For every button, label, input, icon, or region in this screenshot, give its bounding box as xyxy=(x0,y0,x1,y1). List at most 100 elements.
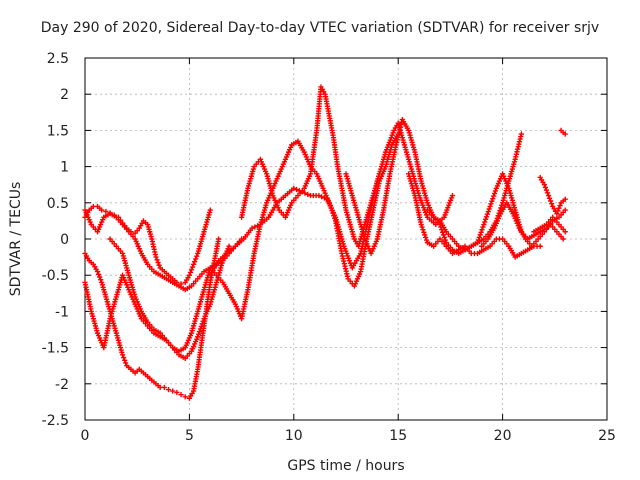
data-point xyxy=(438,224,444,230)
data-point xyxy=(252,224,258,230)
data-point xyxy=(481,221,487,228)
data-point xyxy=(482,219,488,225)
data-point xyxy=(291,185,297,191)
y-tick-label: -1.5 xyxy=(42,341,69,357)
data-point xyxy=(95,271,102,277)
data-point xyxy=(327,202,333,208)
y-tick-label: 0 xyxy=(60,232,69,248)
data-point xyxy=(305,191,311,197)
data-point xyxy=(192,259,198,265)
data-point xyxy=(554,211,560,217)
data-point xyxy=(188,267,195,273)
y-tick-label: 0.5 xyxy=(47,196,69,212)
data-point xyxy=(174,389,180,396)
data-point xyxy=(475,237,482,243)
data-point xyxy=(518,131,524,137)
data-point xyxy=(207,207,213,213)
x-tick-label: 10 xyxy=(285,428,303,444)
data-point xyxy=(423,237,430,243)
data-point xyxy=(155,259,161,266)
data-point xyxy=(199,321,205,327)
data-point xyxy=(449,192,456,199)
data-point xyxy=(542,184,549,191)
data-point xyxy=(376,171,383,177)
y-tick-label: -0.5 xyxy=(42,268,69,284)
y-tick-label: -2 xyxy=(55,377,69,393)
data-point xyxy=(555,208,561,214)
data-point xyxy=(474,240,481,246)
data-point xyxy=(329,207,335,214)
data-point xyxy=(97,274,103,280)
data-point xyxy=(423,234,429,241)
data-point xyxy=(419,224,425,230)
data-point xyxy=(484,211,490,217)
data-point xyxy=(421,229,427,235)
data-point xyxy=(189,264,196,270)
data-point xyxy=(491,193,497,199)
data-point xyxy=(478,229,484,235)
data-points xyxy=(82,84,568,401)
data-point xyxy=(492,188,499,194)
data-point xyxy=(556,205,562,211)
x-tick-label: 25 xyxy=(598,428,616,444)
data-point xyxy=(486,206,492,212)
x-tick-label: 20 xyxy=(494,428,512,444)
data-point xyxy=(483,214,490,220)
data-point xyxy=(440,232,447,238)
data-point xyxy=(488,201,494,207)
data-point xyxy=(489,198,495,204)
y-axis-title: SDTVAR / TECUs xyxy=(8,182,24,297)
data-point xyxy=(330,210,336,216)
data-point xyxy=(103,208,109,215)
data-point xyxy=(480,224,486,230)
y-tick-label: 1 xyxy=(60,160,69,176)
data-point xyxy=(196,331,202,337)
data-point xyxy=(562,207,568,213)
data-point xyxy=(332,215,338,221)
data-point xyxy=(560,236,566,242)
data-point xyxy=(195,334,201,340)
data-point xyxy=(293,186,300,193)
y-tick-label: -1 xyxy=(55,304,69,320)
data-point xyxy=(156,262,162,268)
y-tick-label: 2 xyxy=(60,87,69,103)
data-point xyxy=(491,190,498,197)
data-point xyxy=(121,354,127,361)
data-point xyxy=(562,196,568,202)
chart-title: Day 290 of 2020, Sidereal Day-to-day VTE… xyxy=(41,20,599,36)
data-point xyxy=(316,192,322,199)
data-point xyxy=(198,323,204,329)
data-point xyxy=(187,269,194,276)
y-tick-label: -2.5 xyxy=(42,413,69,429)
data-point xyxy=(319,194,325,200)
data-point xyxy=(182,394,188,400)
data-point xyxy=(545,192,552,199)
data-point xyxy=(119,352,126,358)
data-point xyxy=(487,203,493,210)
x-axis-title: GPS time / hours xyxy=(287,458,404,474)
data-point xyxy=(99,207,105,213)
data-point xyxy=(422,232,428,238)
data-point xyxy=(562,229,568,235)
data-point xyxy=(485,208,491,215)
data-point xyxy=(420,227,426,233)
data-point xyxy=(196,328,203,335)
data-point xyxy=(170,388,176,394)
data-point xyxy=(226,243,232,249)
data-point xyxy=(154,257,160,263)
data-point xyxy=(186,272,192,278)
data-point xyxy=(418,221,424,228)
data-point xyxy=(165,386,172,393)
data-point xyxy=(440,229,446,235)
data-point xyxy=(216,236,222,242)
data-point xyxy=(123,360,129,366)
data-point xyxy=(437,221,443,228)
data-point xyxy=(439,227,445,233)
y-tick-label: 1.5 xyxy=(47,123,69,139)
data-point xyxy=(541,182,547,188)
x-tick-label: 15 xyxy=(389,428,407,444)
axis-ticks: 0 5 10 15 20 25 2.5 2 1.5 1 0.5 0 -0.5 -1 -1.5 -2 -2.5 xyxy=(42,51,616,444)
data-point xyxy=(302,190,308,196)
data-point xyxy=(190,261,197,267)
